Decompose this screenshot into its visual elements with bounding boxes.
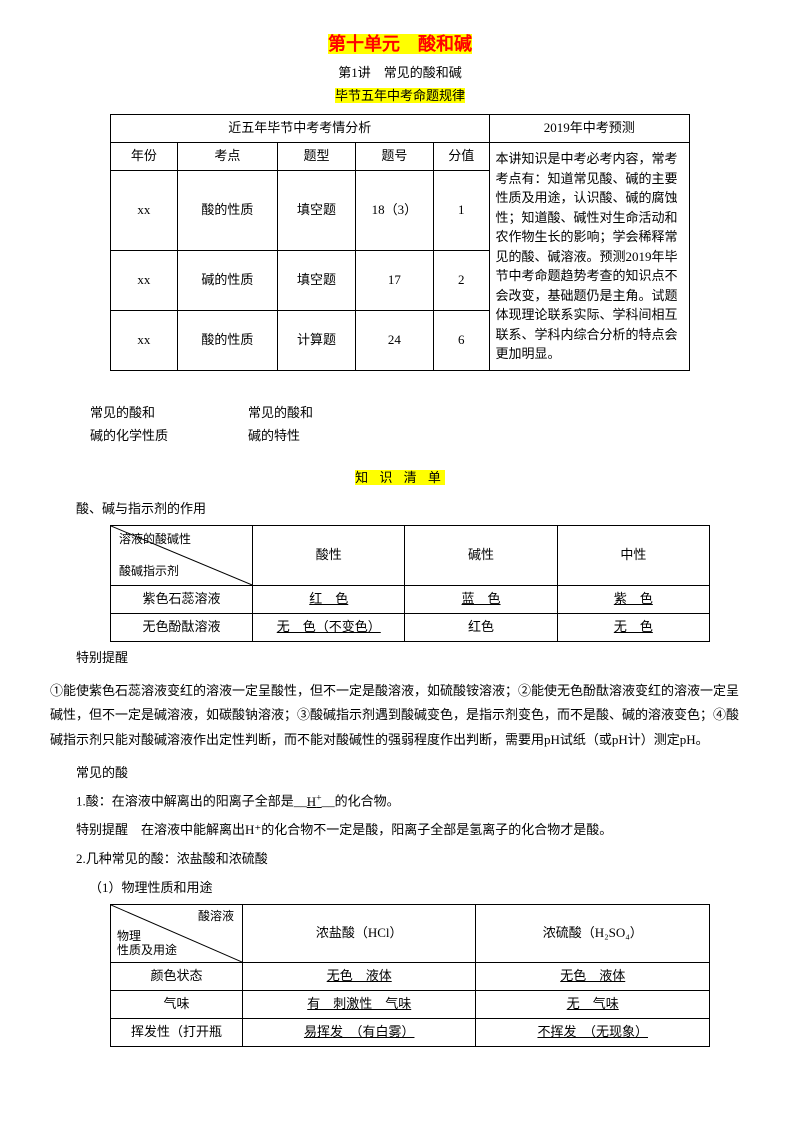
col-score: 分值 bbox=[433, 143, 489, 171]
table-row: 紫色石蕊溶液 红 色 蓝 色 紫 色 bbox=[111, 586, 710, 614]
indicator-table: 溶液的酸碱性 酸碱指示剂 酸性 碱性 中性 紫色石蕊溶液 红 色 蓝 色 紫 色… bbox=[110, 525, 710, 642]
acid-2-1: （1）物理性质和用途 bbox=[89, 876, 750, 901]
acid-properties-table: 酸溶液 物理 性质及用途 浓盐酸（HCl） 浓硫酸（H₂SO₄） 颜色状态 无色… bbox=[110, 904, 710, 1046]
col-year: 年份 bbox=[111, 143, 178, 171]
tip-text: ①能使紫色石蕊溶液变红的溶液一定呈酸性，但不一定是酸溶液，如硫酸铵溶液；②能使无… bbox=[50, 679, 750, 753]
diagonal-header-3: 酸溶液 物理 性质及用途 bbox=[111, 905, 243, 963]
table-row: 无色酚酞溶液 无 色（不变色） 红色 无 色 bbox=[111, 614, 710, 642]
col-num: 题号 bbox=[355, 143, 433, 171]
diagonal-header: 溶液的酸碱性 酸碱指示剂 bbox=[111, 526, 253, 586]
table-row: 颜色状态 无色 液体 无色 液体 bbox=[111, 963, 710, 991]
exam-analysis-table: 近五年毕节中考考情分析 2019年中考预测 年份 考点 题型 题号 分值 本讲知… bbox=[110, 114, 690, 371]
acid-definition: 1.酸：在溶液中解离出的阳离子全部是__H+__的化合物。 bbox=[76, 789, 750, 814]
mid-text-block: 常见的酸和 碱的化学性质 常见的酸和 碱的特性 bbox=[90, 401, 750, 448]
tip-label: 特别提醒 bbox=[76, 646, 750, 671]
common-acid-heading: 常见的酸 bbox=[76, 761, 750, 786]
col-point: 考点 bbox=[177, 143, 277, 171]
col-type: 题型 bbox=[278, 143, 356, 171]
main-title: 第十单元 酸和碱 bbox=[50, 30, 750, 59]
forecast-cell: 本讲知识是中考必考内容，常考考点有：知道常见酸、碱的主要性质及用途，认识酸、碱的… bbox=[489, 143, 689, 371]
subtitle-2: 毕节五年中考命题规律 bbox=[50, 86, 750, 107]
table-header-right: 2019年中考预测 bbox=[489, 115, 689, 143]
table-header-left: 近五年毕节中考考情分析 bbox=[111, 115, 490, 143]
mid-left: 常见的酸和 碱的化学性质 bbox=[90, 401, 168, 448]
mid-right: 常见的酸和 碱的特性 bbox=[248, 401, 313, 448]
subtitle-1: 第1讲 常见的酸和碱 bbox=[50, 63, 750, 84]
acid-2: 2.几种常见的酸：浓盐酸和浓硫酸 bbox=[76, 847, 750, 872]
indicator-title: 酸、碱与指示剂的作用 bbox=[76, 497, 750, 522]
table-row: 气味 有 刺激性 气味 无 气味 bbox=[111, 991, 710, 1019]
table-row: 挥发性（打开瓶 易挥发 （有白雾） 不挥发 （无现象） bbox=[111, 1018, 710, 1046]
knowledge-list-heading: 知 识 清 单 bbox=[50, 468, 750, 489]
acid-tip: 特别提醒 在溶液中能解离出H⁺的化合物不一定是酸，阳离子全部是氢离子的化合物才是… bbox=[76, 818, 750, 843]
